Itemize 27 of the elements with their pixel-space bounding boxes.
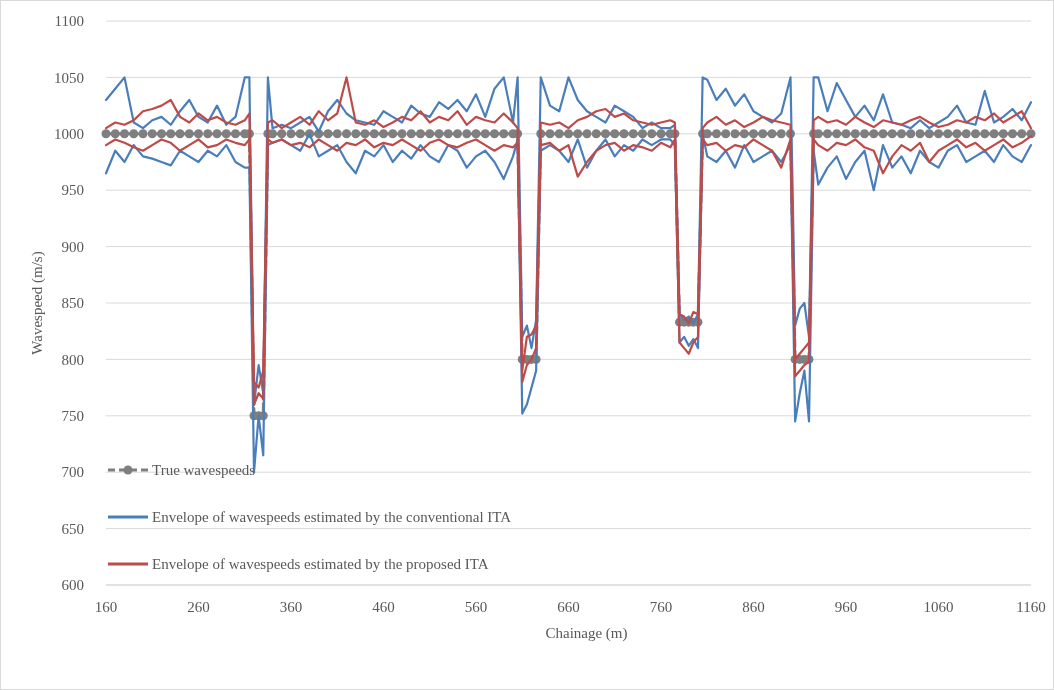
y-tick-label: 800 [61,351,84,368]
y-tick-label: 700 [61,464,84,481]
x-tick-label: 560 [464,599,488,615]
legend-label: Envelope of wavespeeds estimated by the proposed ITA [152,556,489,573]
y-axis-title: Wavespeed (m/s) [29,251,46,355]
y-tick-label: 650 [61,520,84,537]
y-tick-label: 1100 [54,13,84,30]
y-tick-label: 950 [61,182,84,199]
y-tick-label: 850 [61,295,84,312]
y-tick-label: 1000 [54,126,84,143]
x-tick-label: 160 [94,599,118,615]
x-tick-label: 460 [372,599,395,615]
y-tick-label: 900 [61,238,84,255]
x-tick-label: 1060 [923,599,954,615]
x-tick-label: 1160 [1016,599,1046,615]
legend-label: Envelope of wavespeeds estimated by the conventional ITA [152,509,512,526]
x-tick-label: 960 [834,599,858,615]
x-tick-label: 360 [279,599,303,615]
x-tick-label: 260 [187,599,210,615]
x-tick-label: 760 [649,599,673,615]
y-tick-label: 1050 [54,69,84,86]
y-tick-label: 750 [61,408,84,425]
x-tick-label: 660 [557,599,580,615]
legend-label: True wavespeeds [152,462,256,479]
x-axis-title: Chainage (m) [545,625,628,642]
x-tick-label: 860 [742,599,765,615]
y-tick-label: 600 [61,577,84,594]
